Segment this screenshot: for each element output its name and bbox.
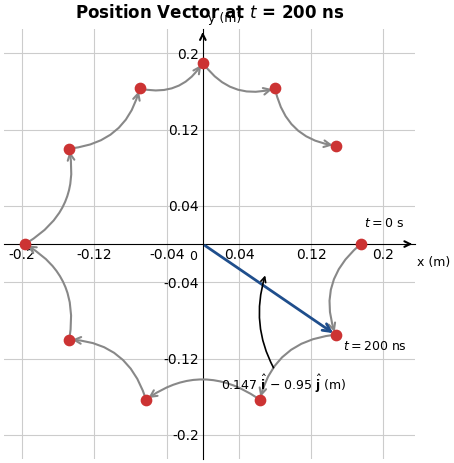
Text: $t = 0$ s: $t = 0$ s	[365, 217, 405, 230]
Point	[357, 240, 365, 248]
Point	[332, 142, 339, 150]
Point	[142, 396, 149, 403]
Text: $t = 200$ ns: $t = 200$ ns	[343, 339, 407, 352]
Text: 0: 0	[189, 250, 197, 263]
Point	[271, 85, 279, 92]
Point	[65, 145, 73, 152]
Text: 0.147 $\hat{\mathbf{i}}$ − 0.95 $\hat{\mathbf{j}}$ (m): 0.147 $\hat{\mathbf{i}}$ − 0.95 $\hat{\m…	[221, 277, 346, 395]
Title: Position Vector at $t$ = 200 ns: Position Vector at $t$ = 200 ns	[75, 4, 345, 22]
Point	[136, 85, 143, 92]
Point	[65, 336, 73, 343]
Text: x (m): x (m)	[417, 256, 450, 269]
Point	[21, 240, 29, 248]
Point	[332, 331, 339, 338]
Point	[199, 59, 207, 66]
Text: y (m): y (m)	[208, 12, 242, 25]
Point	[256, 396, 263, 403]
